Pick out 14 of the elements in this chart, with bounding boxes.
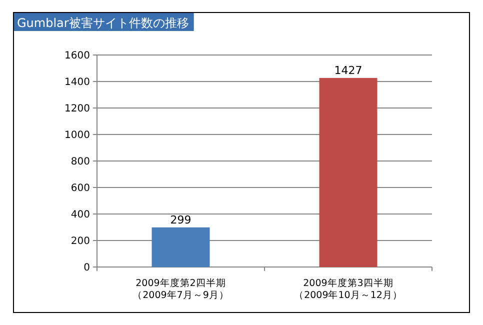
y-tick-label: 0 <box>84 262 90 274</box>
data-label: 299 <box>170 213 192 226</box>
y-tick-label: 1600 <box>64 50 90 62</box>
x-tick-label: 2009年度第2四半期（2009年7月～9月） <box>132 277 229 301</box>
x-tick-label: 2009年度第3四半期（2009年10月～12月） <box>294 277 402 301</box>
y-tick-label: 1400 <box>64 77 90 88</box>
y-tick-label: 1200 <box>64 104 90 114</box>
chart-title: Gumblar被害サイト件数の推移 <box>17 16 189 30</box>
y-tick-label: 800 <box>70 156 90 168</box>
y-tick-label: 200 <box>70 236 90 247</box>
data-label: 1427 <box>334 64 362 77</box>
y-tick-label: 600 <box>70 183 90 194</box>
y-tick-label: 400 <box>70 210 90 220</box>
y-tick-label: 1000 <box>64 130 90 141</box>
